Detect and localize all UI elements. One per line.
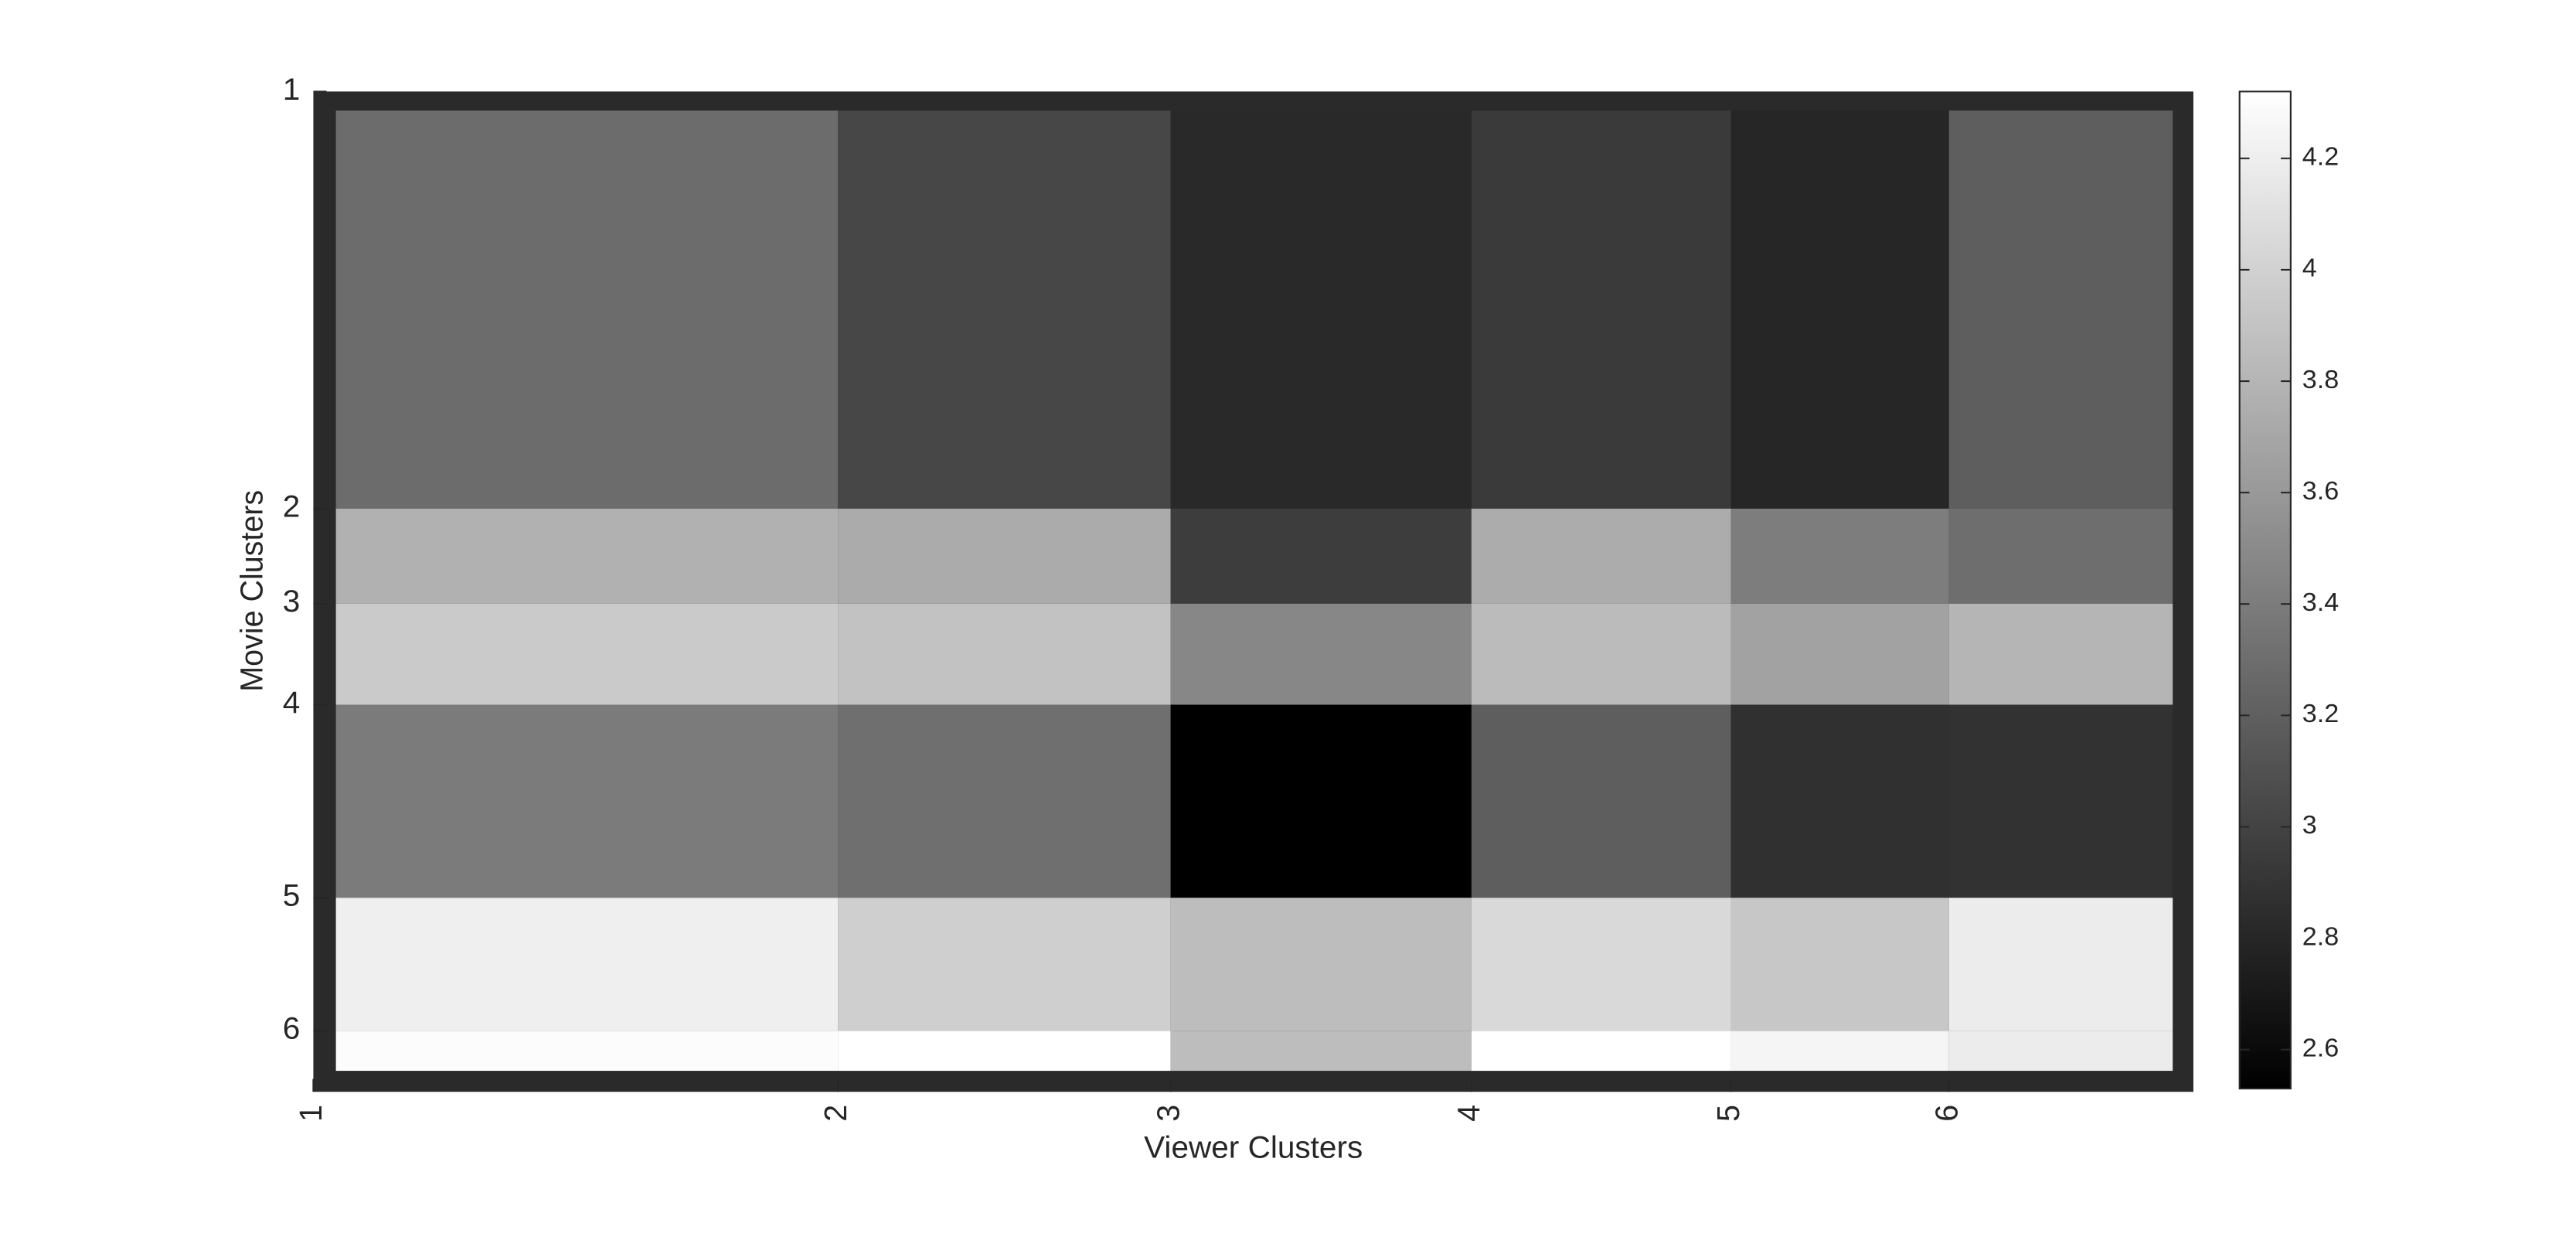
y-tick-label: 1: [283, 73, 301, 106]
heatmap-cell: [1730, 1031, 1949, 1072]
heatmap-cell: [1730, 110, 1949, 509]
heatmap-cell: [1948, 1031, 2173, 1072]
heatmap-cell: [1170, 508, 1472, 604]
x-axis-label: Viewer Clusters: [1144, 1131, 1363, 1164]
heatmap-cell: [335, 603, 839, 705]
colorbar-tick-label: 4: [2302, 254, 2317, 282]
x-tick-label: 6: [1930, 1105, 1965, 1122]
heatmap-cell: [1471, 603, 1731, 705]
heatmap-cell: [1471, 704, 1731, 898]
colorbar-tick-label: 3.8: [2302, 366, 2339, 394]
heatmap-cell: [335, 508, 839, 604]
heatmap-cell: [1948, 898, 2173, 1031]
y-tick-label: 3: [283, 585, 301, 618]
heatmap-cell: [838, 898, 1171, 1031]
y-tick-label: 6: [283, 1012, 301, 1045]
colorbar: [2238, 90, 2292, 1090]
y-tick-label: 5: [283, 879, 301, 912]
heatmap-cell: [1730, 508, 1949, 604]
y-axis-label: Movie Clusters: [235, 490, 270, 692]
heatmap-cell: [1170, 110, 1472, 509]
x-tick-label: 3: [1152, 1105, 1186, 1122]
x-tick-label: 4: [1452, 1105, 1487, 1122]
heatmap-cell: [1948, 603, 2173, 705]
heatmap-cell: [838, 704, 1171, 898]
heatmap-cell: [1170, 603, 1472, 705]
heatmap-cell: [1170, 898, 1472, 1031]
heatmap-cell: [1948, 704, 2173, 898]
heatmap-cell: [335, 110, 839, 509]
heatmap-cell: [1170, 1031, 1472, 1072]
y-tick-label: 2: [283, 490, 301, 523]
x-tick-label: 5: [1712, 1105, 1747, 1122]
heatmap-cell: [1730, 603, 1949, 705]
heatmap-cell: [838, 110, 1171, 509]
heatmap-cell: [1471, 898, 1731, 1031]
heatmap-cell: [335, 704, 839, 898]
colorbar-tick-label: 3.2: [2302, 700, 2339, 728]
heatmap-cell: [335, 898, 839, 1031]
heatmap-cell: [1471, 110, 1731, 509]
x-tick-label: 2: [818, 1105, 853, 1122]
colorbar-tick-label: 3.6: [2302, 477, 2339, 505]
heatmap-cell: [1471, 508, 1731, 604]
heatmap-cell: [1948, 508, 2173, 604]
heatmap-cell: [1730, 704, 1949, 898]
colorbar-tick-label: 2.6: [2302, 1034, 2339, 1062]
heatmap-cell: [335, 1031, 839, 1072]
heatmap-cell: [838, 603, 1171, 705]
heatmap-cell: [1730, 898, 1949, 1031]
colorbar-tick-label: 3: [2302, 812, 2317, 840]
heatmap-cell: [1948, 110, 2173, 509]
x-tick-label: 1: [294, 1105, 329, 1122]
colorbar-tick-label: 4.2: [2302, 143, 2339, 171]
colorbar-tick-label: 3.4: [2302, 588, 2339, 616]
y-tick-label: 4: [283, 686, 301, 719]
heatmap-cell: [838, 1031, 1171, 1072]
heatmap-cell: [1471, 1031, 1731, 1072]
heatmap-cell: [1170, 704, 1472, 898]
colorbar-tick-label: 2.8: [2302, 923, 2339, 951]
heatmap-cell: [838, 508, 1171, 604]
